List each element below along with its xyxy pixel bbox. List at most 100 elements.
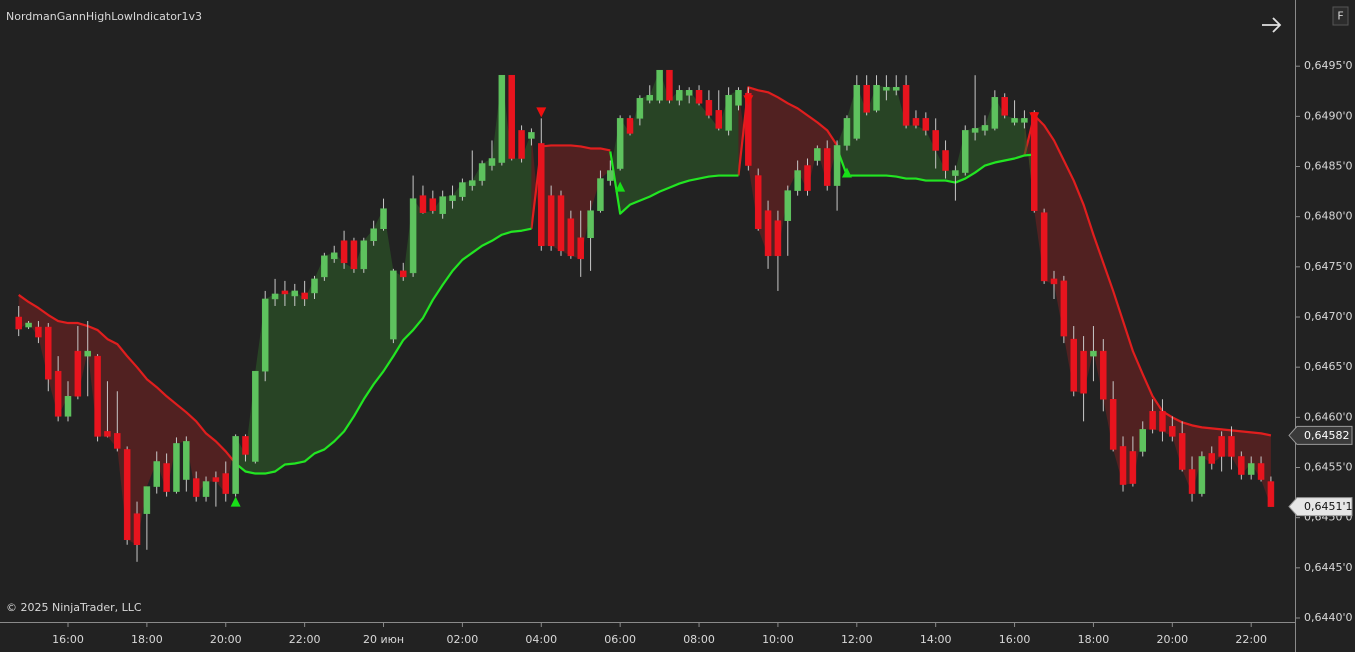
candle-body	[597, 178, 604, 211]
candle-body	[883, 87, 890, 91]
candle-body	[784, 190, 792, 221]
candle-body	[616, 118, 624, 169]
y-tick-label: 0,6475'0	[1304, 260, 1353, 273]
candle-body	[1139, 429, 1146, 452]
candle-body	[419, 195, 427, 213]
y-tick-label: 0,6485'0	[1304, 160, 1353, 173]
x-tick-label: 20:00	[1156, 633, 1188, 646]
candle-body	[15, 316, 22, 330]
candle-body	[1129, 451, 1137, 484]
candle-body	[74, 350, 82, 397]
candle-body	[242, 436, 249, 455]
candle-body	[794, 170, 801, 191]
candle-body	[350, 240, 358, 270]
candle-body	[143, 486, 151, 514]
candle-body	[1060, 280, 1068, 337]
candle-body	[1198, 456, 1206, 494]
candle-body	[1149, 411, 1156, 430]
candle-body	[804, 165, 811, 191]
candle-body	[1001, 97, 1008, 116]
candle-body	[922, 118, 930, 131]
candle-body	[626, 118, 634, 134]
y-tick-label: 0,6455'0	[1304, 460, 1353, 473]
candle-body	[646, 95, 653, 101]
candle-body	[1228, 436, 1235, 457]
band-fill	[18, 294, 236, 545]
x-tick-label: 20 июн	[363, 633, 404, 646]
x-tick-label: 08:00	[683, 633, 715, 646]
arrow-icon[interactable]	[1262, 17, 1282, 33]
candle-body	[735, 90, 742, 106]
candle-body	[498, 74, 506, 163]
x-tick-label: 20:00	[210, 633, 242, 646]
sell-signal	[743, 95, 754, 106]
candle-body	[971, 128, 979, 133]
f-button[interactable]	[1332, 6, 1349, 26]
navigate-arrow[interactable]	[1262, 17, 1282, 33]
candle-body	[538, 143, 545, 247]
x-tick-label: 18:00	[1078, 633, 1110, 646]
candle-body	[25, 322, 32, 328]
x-tick-label: 22:00	[1235, 633, 1267, 646]
candle-body	[449, 195, 456, 201]
band-line	[18, 294, 237, 465]
band-fill	[235, 75, 532, 474]
candle-body	[1238, 456, 1245, 475]
plot-area	[15, 69, 1275, 562]
candle-body	[725, 95, 732, 131]
candle-body	[695, 90, 703, 104]
candle-body	[952, 170, 959, 176]
candle-body	[833, 145, 841, 186]
candle-body	[853, 85, 861, 139]
candle-body	[301, 292, 308, 300]
candle-body	[291, 290, 299, 297]
candle-body	[311, 278, 318, 294]
band-line	[737, 86, 839, 176]
candle-body	[84, 350, 91, 357]
band-line	[530, 144, 611, 229]
candle-body	[380, 208, 387, 229]
candle-body	[360, 240, 368, 270]
buy-signal	[841, 167, 852, 178]
candle-body	[45, 326, 52, 380]
candle-body	[390, 270, 397, 340]
candle-body	[1218, 436, 1225, 457]
sell-signal	[536, 107, 547, 118]
candle-body	[35, 326, 42, 338]
band-line	[1023, 114, 1272, 437]
candle-body	[212, 477, 220, 482]
buy-signal	[615, 181, 626, 192]
indicator-title: NordmanGannHighLowIndicator1v3	[6, 10, 202, 23]
candle-body	[1188, 469, 1196, 494]
candle-body	[863, 85, 870, 113]
y-tick-label: 0,6440'0	[1304, 611, 1353, 624]
x-tick-label: 18:00	[131, 633, 163, 646]
candle-body	[823, 148, 831, 186]
candle-body	[676, 90, 683, 101]
candle-body	[873, 85, 880, 111]
candle-body	[1050, 278, 1058, 285]
y-tick-label: 0,6445'0	[1304, 561, 1353, 574]
candle-body	[439, 196, 446, 214]
candle-body	[1031, 112, 1038, 211]
x-tick-label: 06:00	[604, 633, 636, 646]
candle-body	[104, 431, 111, 437]
y-tick-label: 0,6495'0	[1304, 59, 1353, 72]
band-line	[609, 151, 739, 215]
x-tick-label: 16:00	[52, 633, 84, 646]
candle-body	[163, 463, 170, 492]
copyright: © 2025 NinjaTrader, LLC	[6, 601, 142, 614]
candle-body	[261, 298, 269, 372]
candle-body	[1109, 399, 1117, 450]
price-label: 0,6451'1	[1304, 500, 1353, 513]
candle-body	[754, 175, 762, 229]
candle-body	[1247, 463, 1255, 475]
candle-body	[123, 449, 131, 540]
candle-body	[715, 110, 723, 129]
x-tick-label: 14:00	[920, 633, 952, 646]
f-button-label[interactable]: F	[1337, 10, 1343, 23]
x-tick-label: 02:00	[447, 633, 479, 646]
candle-body	[508, 74, 515, 159]
candle-body	[114, 433, 121, 449]
candle-body	[409, 198, 417, 274]
